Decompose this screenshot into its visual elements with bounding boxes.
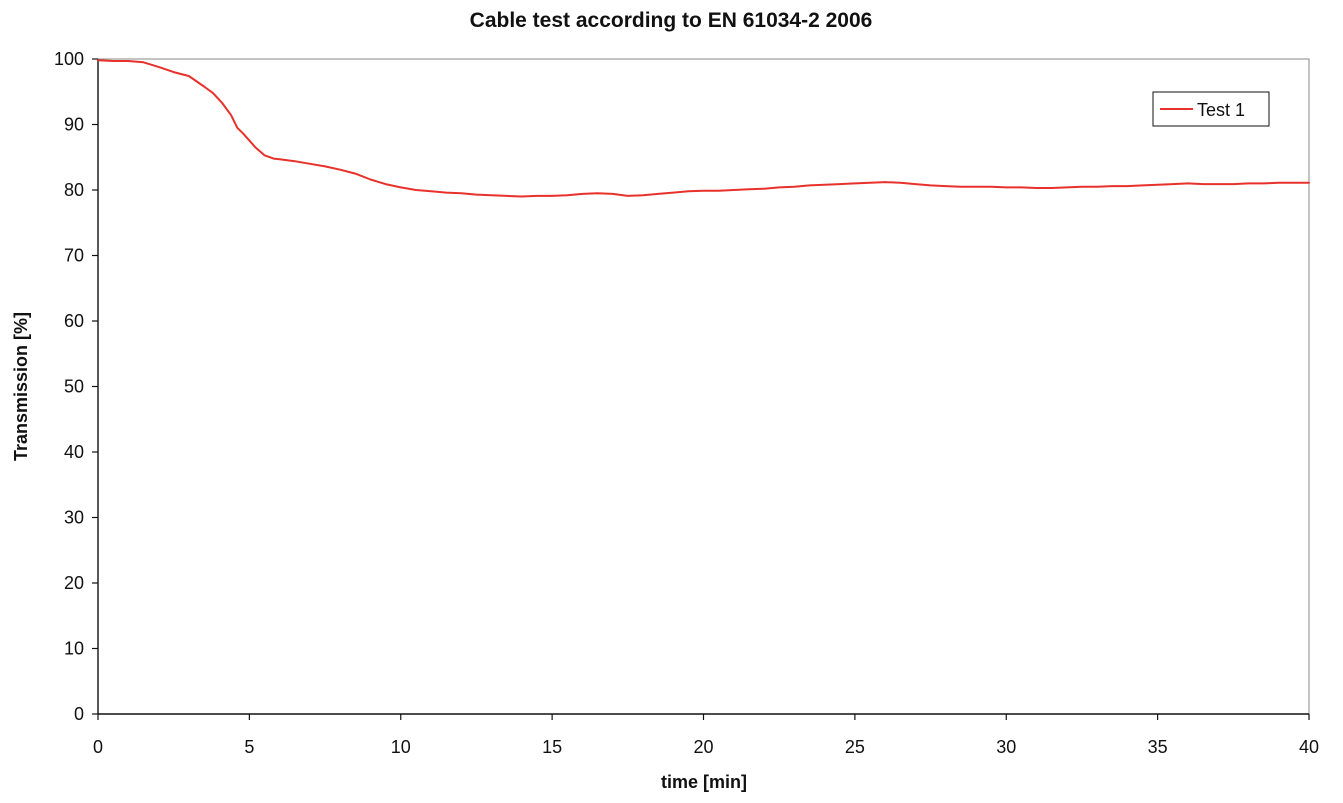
y-tick-label: 10 [64, 639, 84, 659]
x-tick-label: 5 [244, 737, 254, 757]
x-tick-label: 40 [1299, 737, 1319, 757]
y-tick-label: 20 [64, 573, 84, 593]
x-tick-label: 25 [845, 737, 865, 757]
x-tick-label: 10 [391, 737, 411, 757]
y-tick-label: 100 [54, 49, 84, 69]
y-tick-label: 90 [64, 115, 84, 135]
x-tick-label: 35 [1148, 737, 1168, 757]
x-tick-label: 15 [542, 737, 562, 757]
y-axis-title: Transmission [%] [11, 312, 31, 461]
y-tick-label: 80 [64, 180, 84, 200]
chart-title: Cable test according to EN 61034-2 2006 [470, 9, 873, 32]
y-tick-label: 0 [74, 704, 84, 724]
y-tick-label: 50 [64, 377, 84, 397]
x-tick-label: 20 [693, 737, 713, 757]
x-axis-title: time [min] [661, 772, 747, 792]
legend: Test 1 [1152, 91, 1270, 127]
y-tick-label: 70 [64, 246, 84, 266]
x-tick-label: 0 [93, 737, 103, 757]
y-axis-ticks: 0 10 20 30 40 50 60 70 80 90 100 [54, 49, 98, 724]
series-layer [97, 59, 1310, 198]
plot-area-frame [97, 58, 1310, 715]
x-tick-label: 30 [996, 737, 1016, 757]
y-tick-label: 60 [64, 311, 84, 331]
series-line-1 [97, 59, 1310, 198]
y-tick-label: 30 [64, 508, 84, 528]
y-tick-label: 40 [64, 442, 84, 462]
x-axis-ticks: 0 5 10 15 20 25 30 35 40 [93, 714, 1319, 757]
legend-label-test-1: Test 1 [1197, 100, 1245, 120]
